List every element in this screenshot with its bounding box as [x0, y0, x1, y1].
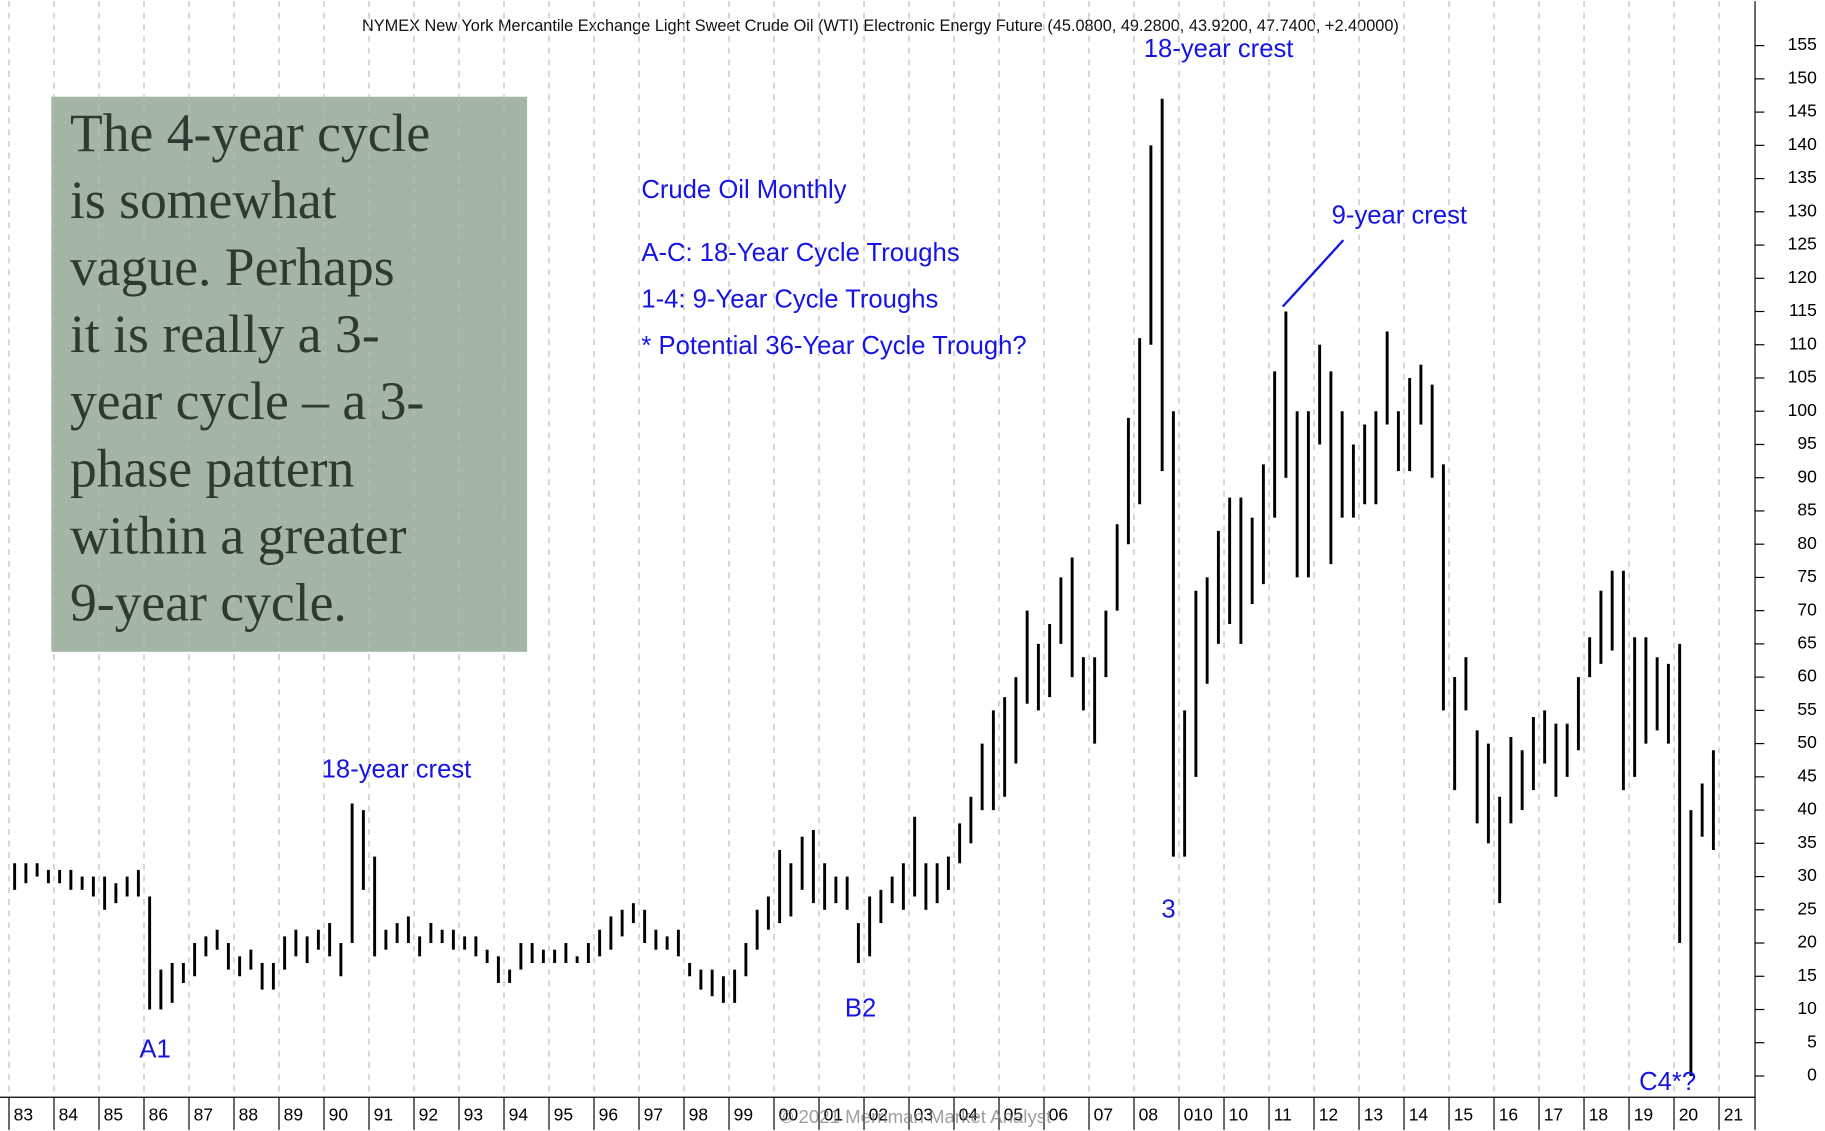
y-tick-label: 0 — [1807, 1065, 1817, 1085]
x-tick-label: 15 — [1454, 1105, 1473, 1125]
y-tick-label: 145 — [1788, 101, 1817, 121]
x-tick-label: 00 — [779, 1105, 799, 1125]
x-tick-label: 17 — [1544, 1105, 1563, 1125]
x-tick-label: 20 — [1679, 1105, 1699, 1125]
y-tick-label: 55 — [1797, 699, 1816, 719]
x-tick-label: 93 — [464, 1105, 483, 1125]
y-tick-label: 15 — [1797, 965, 1816, 985]
annotation: 18-year crest — [322, 756, 472, 784]
x-tick-label: 92 — [419, 1105, 438, 1125]
y-tick-label: 135 — [1788, 167, 1817, 187]
y-tick-label: 80 — [1797, 533, 1817, 553]
x-tick-label: 95 — [554, 1105, 573, 1125]
x-tick-label: 84 — [59, 1105, 79, 1125]
x-tick-label: 05 — [1004, 1105, 1023, 1125]
annotation: 9-year crest — [1332, 202, 1467, 230]
x-tick-label: 04 — [959, 1105, 979, 1125]
y-tick-label: 105 — [1788, 367, 1817, 387]
annotation: B2 — [845, 995, 876, 1023]
y-tick-label: 125 — [1788, 234, 1817, 254]
legend-line: 1-4: 9-Year Cycle Troughs — [641, 286, 938, 314]
x-tick-label: 91 — [374, 1105, 393, 1125]
x-tick-label: 89 — [284, 1105, 303, 1125]
note-line: year cycle – a 3- — [70, 371, 424, 431]
x-tick-label: 97 — [644, 1105, 663, 1125]
y-tick-label: 65 — [1797, 633, 1816, 653]
note-line: within a greater — [70, 505, 407, 565]
x-tick-label: 10 — [1229, 1105, 1249, 1125]
x-tick-label: 16 — [1499, 1105, 1518, 1125]
x-tick-label: 13 — [1364, 1105, 1383, 1125]
annotation-pointer — [1281, 239, 1345, 308]
x-tick-label: 010 — [1184, 1105, 1213, 1125]
annotation: 3 — [1161, 895, 1175, 923]
y-tick-label: 110 — [1789, 333, 1817, 353]
y-tick-label: 85 — [1797, 500, 1816, 520]
y-tick-label: 75 — [1797, 566, 1816, 586]
y-tick-label: 140 — [1788, 134, 1817, 154]
x-tick-label: 98 — [689, 1105, 708, 1125]
y-tick-label: 120 — [1788, 267, 1817, 287]
legend-line: Crude Oil Monthly — [641, 176, 846, 204]
x-tick-label: 99 — [734, 1105, 753, 1125]
legend-line: A-C: 18-Year Cycle Troughs — [641, 239, 959, 267]
y-tick-label: 30 — [1797, 865, 1817, 885]
x-tick-label: 21 — [1724, 1105, 1743, 1125]
note-line: is somewhat — [70, 170, 337, 230]
note-line: vague. Perhaps — [70, 237, 395, 297]
y-tick-label: 70 — [1797, 599, 1817, 619]
y-tick-label: 45 — [1797, 765, 1816, 785]
x-tick-label: 07 — [1094, 1105, 1113, 1125]
y-tick-label: 5 — [1807, 1031, 1817, 1051]
y-tick-label: 35 — [1797, 832, 1816, 852]
annotation: A1 — [139, 1035, 170, 1063]
x-tick-label: 12 — [1319, 1105, 1338, 1125]
x-tick-label: 90 — [329, 1105, 349, 1125]
note-line: it is really a 3- — [70, 304, 380, 364]
x-tick-label: 19 — [1634, 1105, 1653, 1125]
y-tick-label: 130 — [1788, 200, 1817, 220]
chart-title: NYMEX New York Mercantile Exchange Light… — [362, 17, 1399, 35]
y-tick-label: 20 — [1797, 932, 1817, 952]
x-tick-label: 06 — [1049, 1105, 1068, 1125]
x-tick-label: 14 — [1409, 1105, 1429, 1125]
x-tick-label: 88 — [239, 1105, 258, 1125]
y-tick-label: 155 — [1788, 34, 1817, 54]
y-tick-label: 100 — [1788, 400, 1817, 420]
y-tick-label: 95 — [1797, 433, 1816, 453]
x-tick-label: 11 — [1274, 1105, 1292, 1125]
x-tick-label: 03 — [914, 1105, 933, 1125]
x-tick-label: 18 — [1589, 1105, 1608, 1125]
x-tick-label: 08 — [1139, 1105, 1158, 1125]
x-tick-label: 94 — [509, 1105, 529, 1125]
legend-line: * Potential 36-Year Cycle Trough? — [641, 332, 1026, 360]
x-tick-label: 83 — [14, 1105, 33, 1125]
annotation: C4*? — [1639, 1068, 1696, 1096]
annotation: 18-year crest — [1144, 35, 1294, 63]
y-tick-label: 50 — [1797, 732, 1817, 752]
y-tick-label: 150 — [1788, 67, 1817, 87]
y-tick-label: 10 — [1797, 998, 1817, 1018]
watermark: © 2021 Merriman Market Analyst — [780, 1106, 1053, 1127]
note-line: phase pattern — [70, 438, 354, 498]
y-tick-label: 25 — [1797, 898, 1816, 918]
y-tick-label: 90 — [1797, 466, 1817, 486]
x-tick-label: 85 — [104, 1105, 123, 1125]
x-tick-label: 01 — [824, 1105, 843, 1125]
y-tick-label: 40 — [1797, 799, 1817, 819]
y-tick-label: 115 — [1789, 300, 1817, 320]
note-line: The 4-year cycle — [70, 103, 430, 163]
note-line: 9-year cycle. — [70, 572, 347, 632]
note-box — [51, 96, 528, 652]
x-tick-label: 86 — [149, 1105, 168, 1125]
x-tick-label: 02 — [869, 1105, 888, 1125]
y-tick-label: 60 — [1797, 666, 1817, 686]
x-tick-label: 87 — [194, 1105, 213, 1125]
x-tick-label: 96 — [599, 1105, 618, 1125]
